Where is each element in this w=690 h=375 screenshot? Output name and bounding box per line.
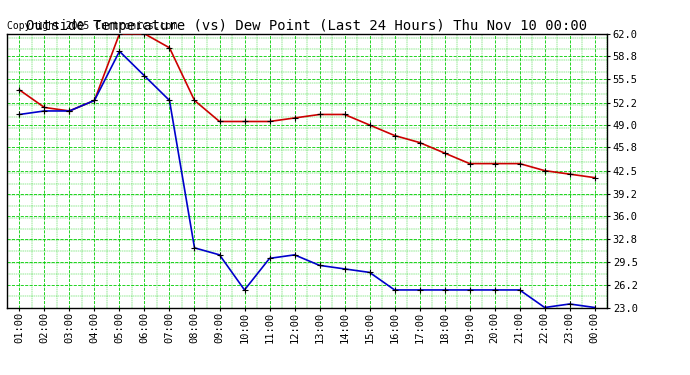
Text: Copyright 2005 Curtronics.com: Copyright 2005 Curtronics.com bbox=[7, 21, 177, 31]
Title: Outside Temperature (vs) Dew Point (Last 24 Hours) Thu Nov 10 00:00: Outside Temperature (vs) Dew Point (Last… bbox=[26, 19, 588, 33]
